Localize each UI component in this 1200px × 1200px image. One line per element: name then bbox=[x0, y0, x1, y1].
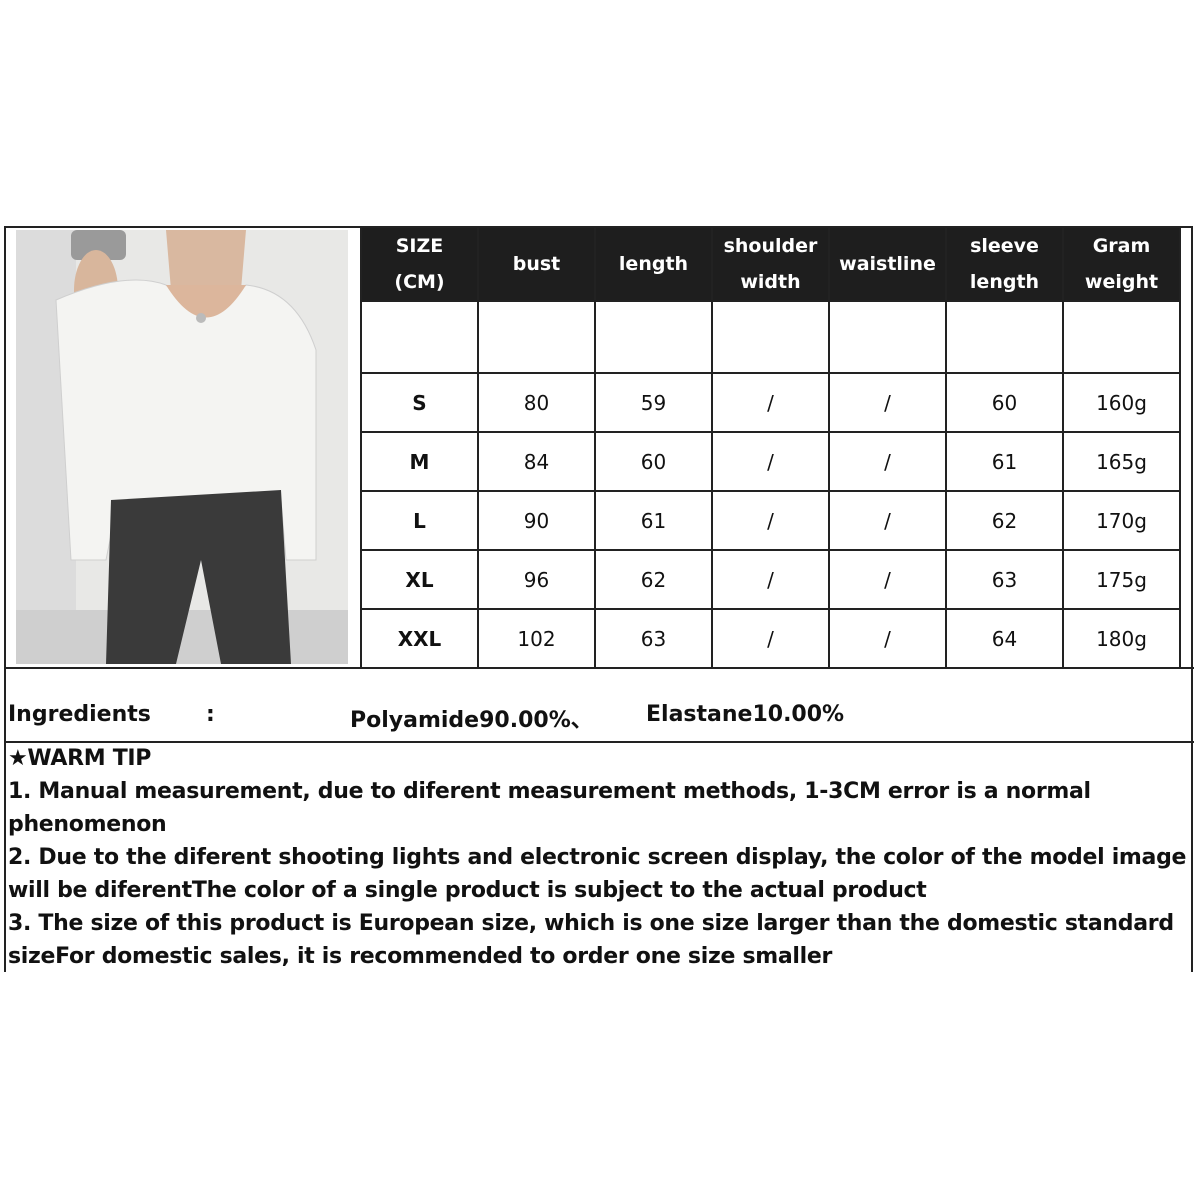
table-header-row: SIZE (CM) bust length shoulder width waist… bbox=[360, 226, 1181, 302]
value-cell: 170g bbox=[1062, 490, 1181, 551]
table-row: L 90 61//62 170g bbox=[360, 490, 1181, 551]
header-shoulder-width: shoulder width bbox=[711, 226, 830, 302]
product-photo bbox=[16, 230, 348, 664]
value-cell: 62 bbox=[945, 490, 1064, 551]
header-text: SIZE bbox=[395, 235, 444, 257]
value-cell: 165g bbox=[1062, 431, 1181, 492]
size-cell: XXL bbox=[360, 608, 479, 669]
value-cell: 90 bbox=[477, 490, 596, 551]
value-cell: / bbox=[828, 549, 947, 610]
value-cell: 96 bbox=[477, 549, 596, 610]
value-cell: 62 bbox=[594, 549, 713, 610]
ingredients-colon: : bbox=[206, 702, 215, 727]
header-text: bust bbox=[512, 253, 561, 275]
table-row: S 80 59//60 160g bbox=[360, 372, 1181, 433]
blank-cell bbox=[945, 300, 1064, 374]
value-cell: 84 bbox=[477, 431, 596, 492]
size-cell: S bbox=[360, 372, 479, 433]
blank-cell bbox=[828, 300, 947, 374]
ingredients-label: Ingredients bbox=[8, 702, 151, 727]
divider bbox=[4, 667, 1194, 669]
header-text: length bbox=[969, 271, 1040, 293]
value-cell: 60 bbox=[945, 372, 1064, 433]
value-cell: 102 bbox=[477, 608, 596, 669]
header-length: length bbox=[594, 226, 713, 302]
warm-tip-item: 2. Due to the diferent shooting lights a… bbox=[8, 845, 1187, 903]
value-cell: 63 bbox=[594, 608, 713, 669]
value-cell: / bbox=[828, 372, 947, 433]
value-cell: / bbox=[711, 549, 830, 610]
value-cell: 180g bbox=[1062, 608, 1181, 669]
ingredient-elastane: Elastane10.00% bbox=[646, 702, 845, 727]
blank-cell bbox=[360, 300, 479, 374]
table-row: XXL 102 63//64 180g bbox=[360, 608, 1181, 669]
header-text: width bbox=[740, 271, 801, 293]
value-cell: 61 bbox=[945, 431, 1064, 492]
value-cell: / bbox=[711, 372, 830, 433]
value-cell: 61 bbox=[594, 490, 713, 551]
blank-cell bbox=[1062, 300, 1181, 374]
blank-cell bbox=[711, 300, 830, 374]
value-cell: 64 bbox=[945, 608, 1064, 669]
table-row: M 84 60//61 165g bbox=[360, 431, 1181, 492]
value-cell: / bbox=[711, 431, 830, 492]
size-cell: L bbox=[360, 490, 479, 551]
divider bbox=[4, 741, 1194, 743]
warm-tip-item: 1. Manual measurement, due to diferent m… bbox=[8, 779, 1091, 837]
value-cell: / bbox=[828, 608, 947, 669]
value-cell: / bbox=[711, 608, 830, 669]
blank-cell bbox=[594, 300, 713, 374]
header-size: SIZE (CM) bbox=[360, 226, 479, 302]
blank-row bbox=[360, 300, 1181, 374]
size-cell: XL bbox=[360, 549, 479, 610]
warm-tip-title: ★WARM TIP bbox=[8, 746, 152, 771]
header-sleeve-length: sleeve length bbox=[945, 226, 1064, 302]
blank-cell bbox=[477, 300, 596, 374]
header-bust: bust bbox=[477, 226, 596, 302]
header-gram-weight: Gram weight bbox=[1062, 226, 1181, 302]
value-cell: 160g bbox=[1062, 372, 1181, 433]
size-table: SIZE (CM) bust length shoulder width waist… bbox=[360, 226, 1181, 669]
header-text: (CM) bbox=[394, 271, 445, 293]
value-cell: 63 bbox=[945, 549, 1064, 610]
warm-tip-section: ★WARM TIP 1. Manual measurement, due to … bbox=[8, 742, 1193, 973]
header-text: Gram bbox=[1092, 235, 1151, 257]
header-text: length bbox=[618, 253, 689, 275]
ingredient-polyamide: Polyamide90.00%、 bbox=[350, 708, 593, 733]
ingredients-row: Ingredients : Polyamide90.00%、 Elastane1… bbox=[8, 702, 1188, 736]
header-text: weight bbox=[1084, 271, 1159, 293]
header-text: shoulder bbox=[723, 235, 818, 257]
value-cell: / bbox=[828, 431, 947, 492]
value-cell: 175g bbox=[1062, 549, 1181, 610]
value-cell: 60 bbox=[594, 431, 713, 492]
table-row: XL 96 62//63 175g bbox=[360, 549, 1181, 610]
value-cell: / bbox=[711, 490, 830, 551]
header-text: waistline bbox=[839, 253, 936, 275]
value-cell: 80 bbox=[477, 372, 596, 433]
size-cell: M bbox=[360, 431, 479, 492]
warm-tip-item: 3. The size of this product is European … bbox=[8, 911, 1174, 969]
header-text: sleeve bbox=[970, 235, 1039, 257]
value-cell: 59 bbox=[594, 372, 713, 433]
header-waistline: waistline bbox=[828, 226, 947, 302]
value-cell: / bbox=[828, 490, 947, 551]
